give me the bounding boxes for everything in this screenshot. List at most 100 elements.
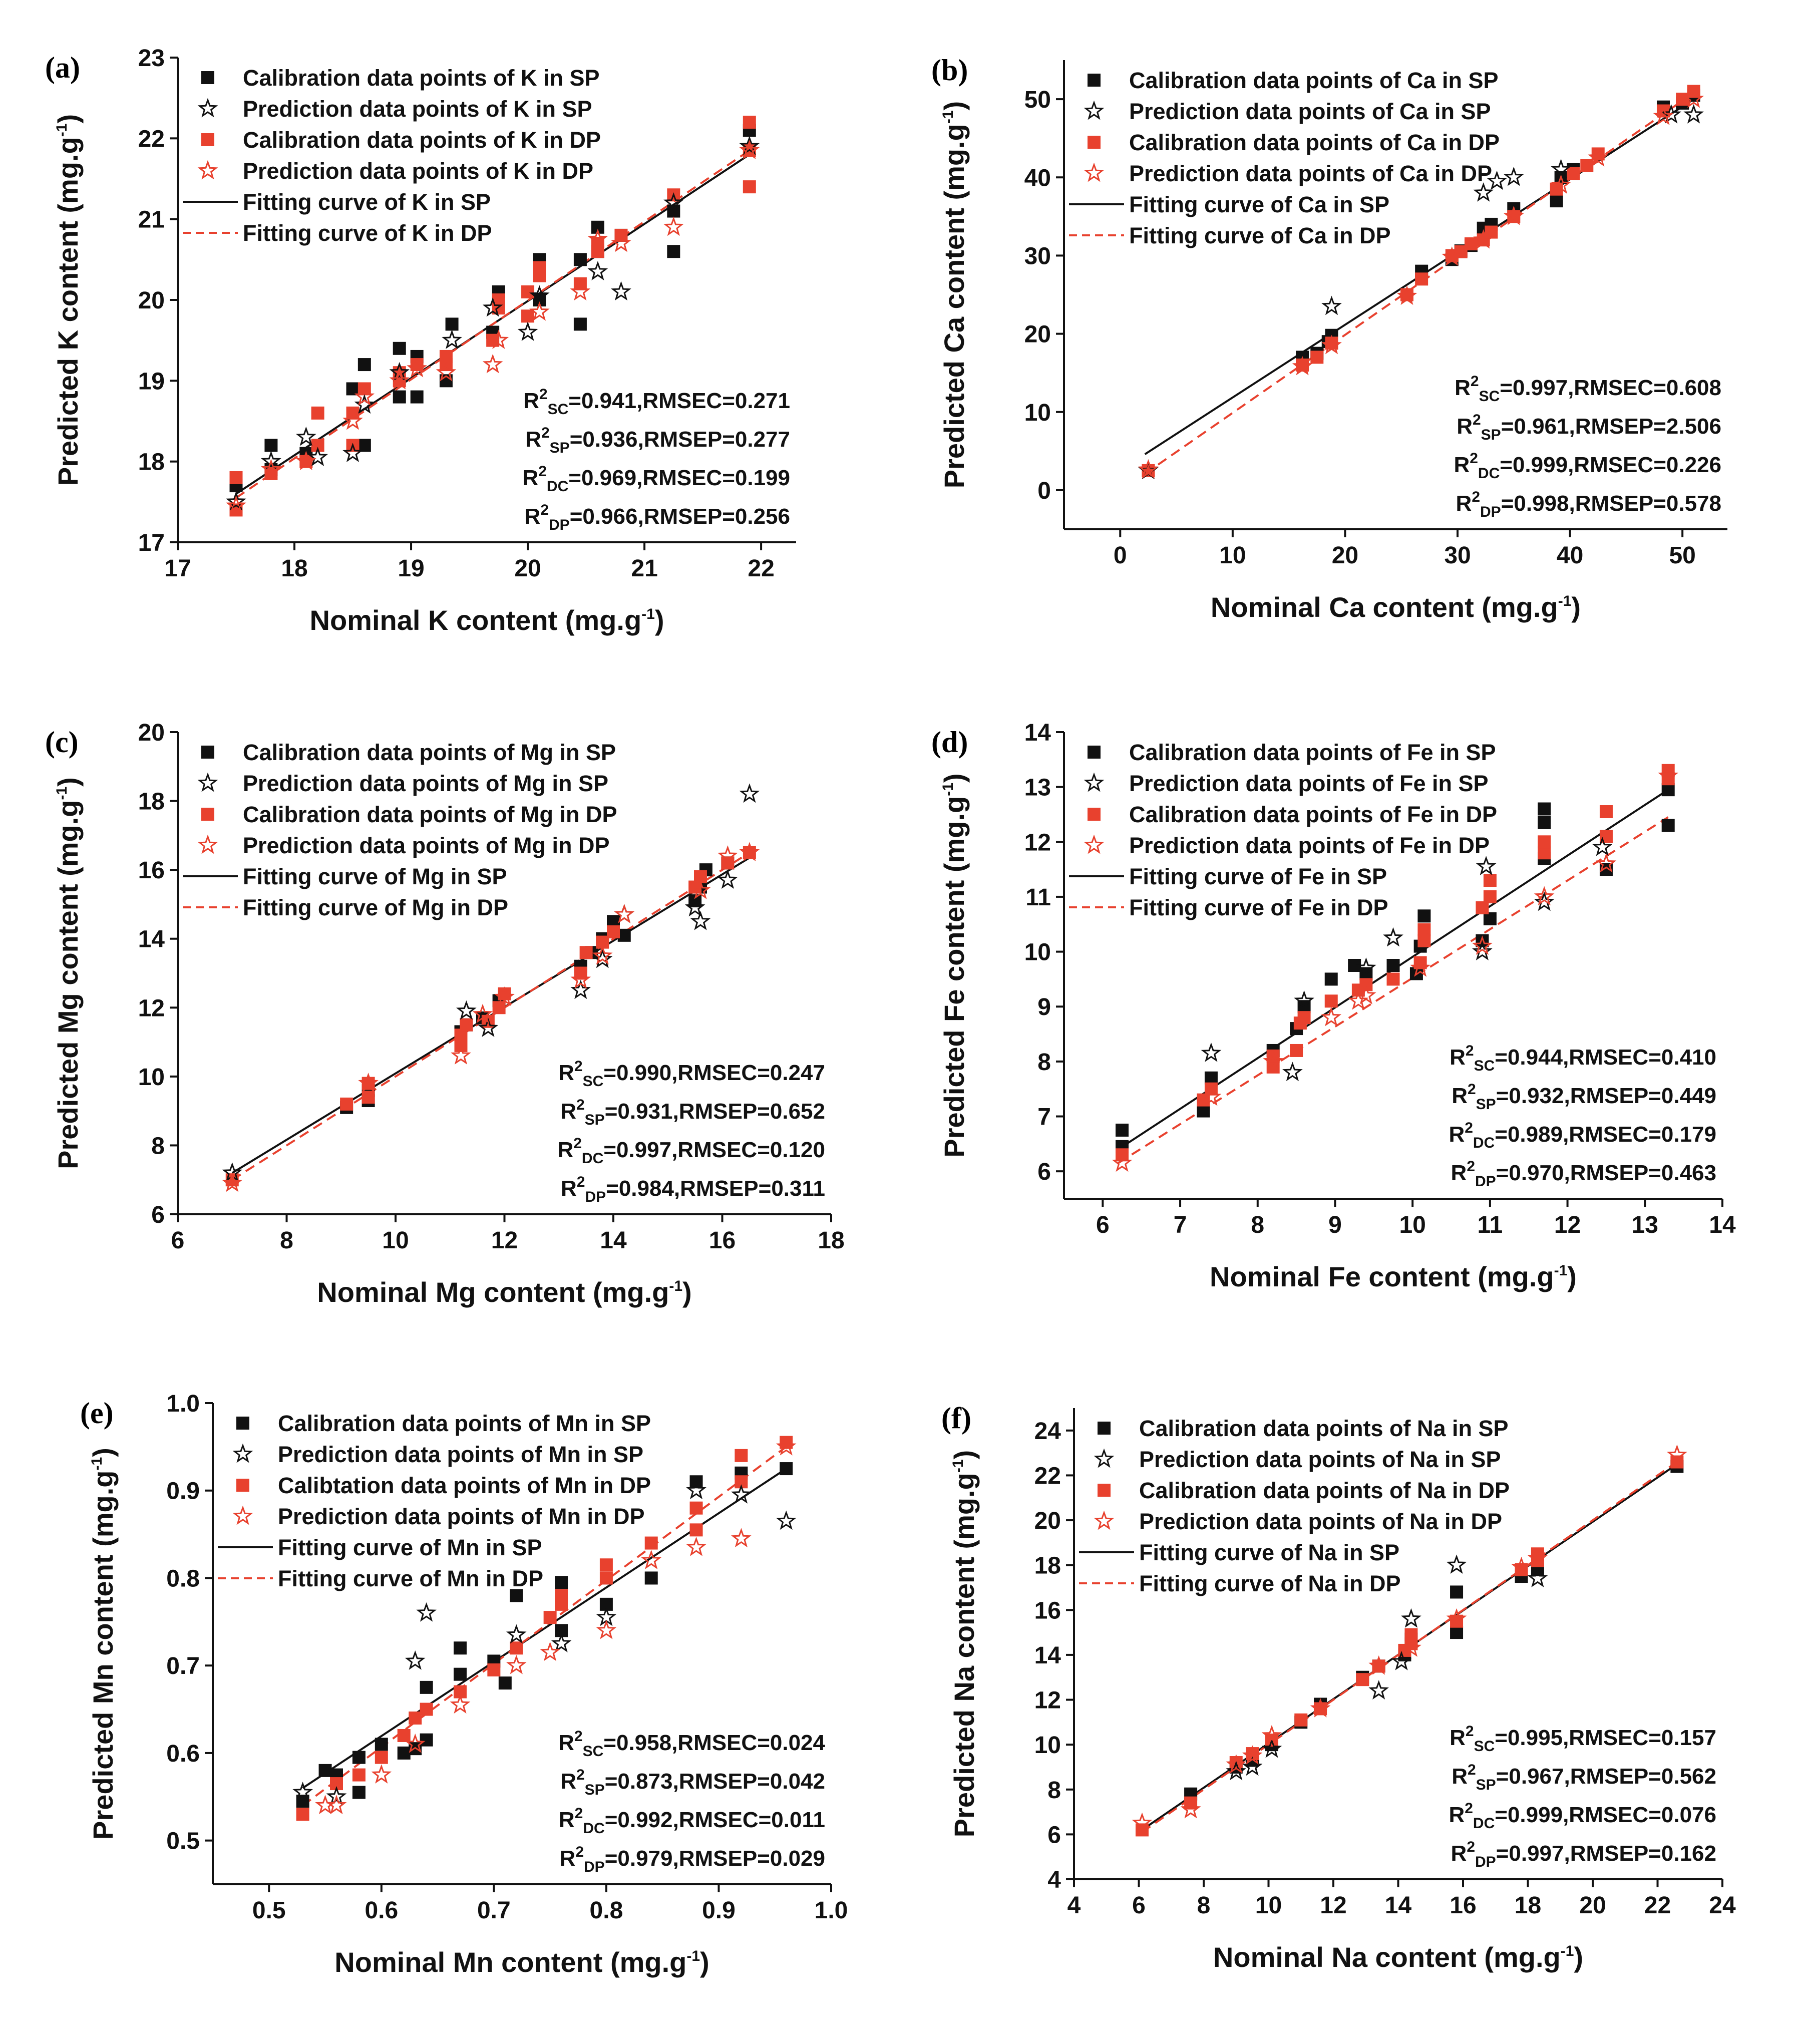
y-tick-label: 24: [1034, 1418, 1061, 1445]
stat-line: R2DP=0.970,RMSEP=0.463: [1451, 1158, 1716, 1190]
y-tick-label: 14: [138, 926, 165, 953]
cal-dp-point: [644, 1536, 658, 1550]
x-tick-label: 12: [1554, 1212, 1581, 1238]
cal-sp-point: [1550, 194, 1563, 208]
cal-dp-point: [311, 406, 324, 420]
pre-sp-point: [456, 1000, 477, 1020]
pre-dp-point: [371, 1764, 392, 1784]
y-tick-label: 22: [138, 126, 165, 152]
legend-entry: Calibration data points of Mg in DP: [243, 802, 617, 827]
cal-dp-point: [1538, 835, 1551, 849]
panel-label: (a): [45, 51, 80, 84]
legend-symbol-pre-dp: [232, 1505, 253, 1525]
pre-sp-point: [416, 1602, 437, 1622]
x-tick-label: 6: [1096, 1212, 1110, 1238]
pre-dp-point: [1446, 1608, 1467, 1628]
stat-line: R2SP=0.873,RMSEP=0.042: [560, 1767, 825, 1798]
pre-dp-point: [226, 495, 246, 515]
pre-sp-point: [611, 281, 631, 301]
pre-sp-point: [1446, 1554, 1467, 1574]
pre-sp-point: [587, 261, 608, 280]
pre-sp-point: [326, 1786, 347, 1806]
cal-sp-point: [375, 1738, 388, 1751]
cal-dp-point: [510, 1641, 523, 1655]
x-axis-label: Nominal Fe content (mg.g-1): [1210, 1261, 1577, 1292]
stat-line: R2DC=0.999,RMSEC=0.076: [1449, 1800, 1716, 1832]
pre-dp-point: [776, 1436, 797, 1456]
pre-dp-point: [1401, 1637, 1421, 1657]
pre-dp-point: [1310, 1697, 1331, 1718]
pre-dp-point: [358, 1073, 379, 1092]
legend-entry: Prediction data points of Mn in DP: [278, 1504, 645, 1529]
cal-sp-point: [410, 390, 424, 404]
pre-dp-point: [326, 1795, 347, 1815]
pre-dp-point: [570, 969, 591, 989]
cal-dp-point: [352, 1768, 366, 1782]
cal-dp-point: [599, 1571, 613, 1585]
y-axis-label: Predicted Mg content (mg.g-1): [52, 777, 84, 1169]
y-axis-label: Predicted Mn content (mg.g-1): [87, 1448, 119, 1840]
pre-sp-point: [690, 910, 711, 930]
y-tick-label: 7: [1037, 1104, 1051, 1131]
cal-dp-point: [296, 1808, 309, 1821]
pre-dp-point: [1588, 147, 1609, 167]
pre-sp-point: [517, 321, 538, 341]
y-tick-label: 19: [138, 368, 165, 395]
legend-entry: Calibration data points of Na in SP: [1139, 1416, 1509, 1441]
x-tick-label: 20: [514, 555, 541, 582]
y-tick-label: 12: [138, 995, 165, 1021]
y-tick-label: 16: [1034, 1597, 1061, 1624]
stat-line: R2DP=0.997,RMSEP=0.162: [1451, 1839, 1716, 1870]
y-axis-label: Predicted Na content (mg.g-1): [948, 1450, 980, 1837]
legend-entry: Calibration data points of K in DP: [243, 127, 601, 153]
pre-dp-point: [342, 410, 363, 430]
legend-entry: Calibtation data points of Mn in DP: [278, 1473, 651, 1498]
cal-sp-point: [644, 1571, 658, 1585]
pre-dp-point: [1658, 765, 1679, 785]
pre-sp-point: [1683, 104, 1704, 124]
x-tick-label: 24: [1709, 1892, 1736, 1919]
y-tick-label: 20: [138, 287, 165, 314]
y-tick-label: 0.9: [166, 1478, 200, 1505]
y-tick-label: 8: [1037, 1049, 1051, 1076]
pre-sp-point: [1321, 295, 1342, 315]
cal-dp-point: [1580, 159, 1594, 172]
x-tick-label: 14: [600, 1227, 627, 1254]
y-tick-label: 18: [1034, 1553, 1061, 1579]
pre-sp-point: [718, 869, 738, 889]
pre-dp-point: [587, 228, 608, 248]
pre-sp-point: [684, 897, 705, 917]
y-tick-label: 17: [138, 530, 165, 556]
legend-entry: Prediction data points of Mg in DP: [243, 833, 610, 858]
pre-dp-point: [506, 1654, 527, 1674]
pre-sp-point: [529, 285, 550, 305]
x-tick-label: 6: [171, 1227, 185, 1254]
legend-entry: Prediction data points of Fe in SP: [1129, 771, 1489, 796]
fit-line-sp: [302, 1468, 787, 1789]
pre-dp-point: [405, 1733, 426, 1753]
x-tick-label: 13: [1632, 1212, 1658, 1238]
legend-entry: Fitting curve of Mg in SP: [243, 864, 507, 889]
y-tick-label: 0.8: [166, 1565, 200, 1592]
pre-dp-point: [1180, 1799, 1201, 1819]
cal-dp-point: [1567, 167, 1580, 180]
pre-dp-point: [450, 1694, 471, 1714]
pre-dp-point: [1551, 174, 1571, 194]
legend-entry: Prediction data points of Ca in DP: [1129, 161, 1492, 186]
pre-sp-point: [686, 1480, 706, 1500]
cal-dp-point: [543, 1611, 557, 1624]
stat-line: R2SC=0.958,RMSEC=0.024: [558, 1728, 825, 1760]
pre-dp-point: [1368, 1655, 1389, 1675]
cal-dp-point: [1417, 923, 1431, 936]
legend-symbol-cal-sp: [236, 1417, 249, 1430]
y-tick-label: 20: [138, 720, 165, 746]
stat-line: R2DP=0.984,RMSEP=0.311: [561, 1174, 825, 1205]
x-tick-label: 0.9: [702, 1897, 736, 1924]
pre-sp-point: [776, 1510, 797, 1530]
pre-dp-point: [570, 281, 591, 301]
pre-sp-point: [1551, 159, 1571, 178]
pre-dp-point: [1321, 1006, 1342, 1027]
pre-dp-point: [540, 1641, 560, 1661]
legend-symbol-pre-sp: [1084, 100, 1105, 120]
